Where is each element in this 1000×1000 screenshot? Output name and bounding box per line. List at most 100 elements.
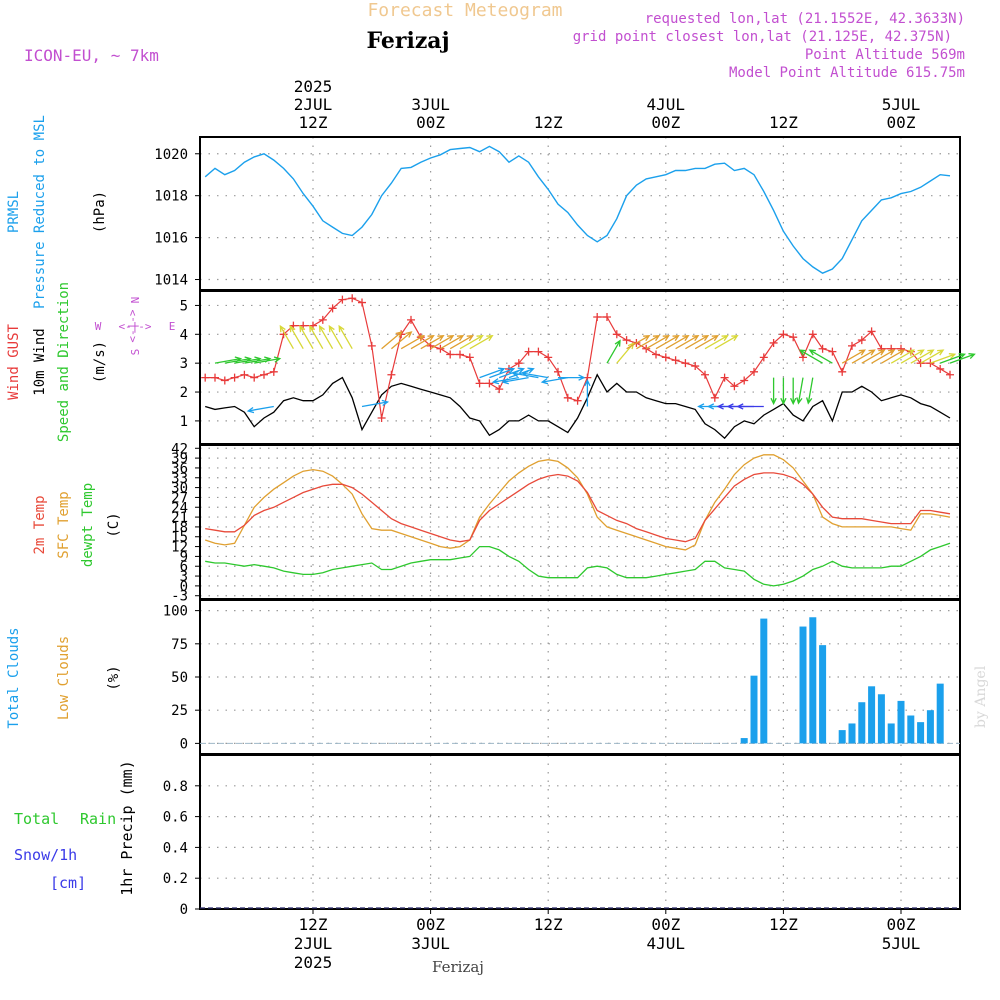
time-label-top: 4JUL bbox=[647, 95, 686, 114]
y-tick-label: 1 bbox=[180, 414, 188, 430]
cloud-bar bbox=[848, 723, 856, 744]
y-tick-label: 9 bbox=[180, 549, 188, 565]
sfc-temp-line bbox=[204, 454, 951, 551]
cloud-bar bbox=[740, 738, 748, 744]
legend-snow: Snow/1h bbox=[14, 846, 77, 864]
cloud-bar bbox=[907, 715, 915, 744]
cloud-bar bbox=[838, 730, 846, 744]
cloud-bar bbox=[799, 626, 807, 744]
gust-marker bbox=[720, 373, 729, 382]
gust-marker bbox=[759, 353, 768, 362]
gust-marker bbox=[495, 385, 504, 394]
cloud-bar bbox=[887, 723, 895, 744]
wind-direction-arrow bbox=[440, 334, 465, 350]
wind-direction-arrow bbox=[318, 324, 334, 350]
gust-marker bbox=[269, 367, 278, 376]
y-tick-label: 75 bbox=[171, 637, 188, 653]
wind-direction-arrow bbox=[299, 324, 314, 350]
wind-direction-arrow bbox=[361, 399, 390, 408]
gust-marker bbox=[573, 396, 582, 405]
wind-direction-arrow bbox=[400, 334, 426, 350]
y-tick-label: 27 bbox=[171, 490, 188, 506]
wind-direction-arrow bbox=[780, 377, 787, 406]
time-label-top: 3JUL bbox=[411, 95, 450, 114]
cloud-bar bbox=[750, 675, 758, 744]
wind-direction-arrow bbox=[704, 334, 729, 350]
gust-marker bbox=[220, 376, 229, 385]
y-axis-label: (%) bbox=[106, 665, 122, 690]
wind-direction-arrow bbox=[714, 334, 739, 350]
cloud-bar bbox=[917, 722, 925, 744]
y-axis-label: (hPa) bbox=[92, 191, 108, 233]
gust-marker bbox=[818, 344, 827, 353]
cloud-bar bbox=[858, 702, 866, 744]
2m-temp-line bbox=[205, 472, 951, 543]
wind-direction-arrow bbox=[694, 334, 720, 350]
time-label-bottom: 12Z bbox=[299, 915, 328, 934]
gust-marker bbox=[250, 373, 259, 382]
wind-direction-arrow bbox=[459, 334, 484, 350]
y-tick-label: 0 bbox=[180, 736, 188, 752]
y-axis-label: Pressure Reduced to MSL bbox=[32, 115, 48, 309]
y-tick-label: 2 bbox=[180, 385, 188, 401]
y-axis-label: Low Clouds bbox=[56, 636, 72, 720]
y-tick-label: 39 bbox=[171, 451, 188, 467]
gust-marker bbox=[769, 338, 778, 347]
clouds-panel: 0 25 50 75 100 Total Clouds Low Clouds (%) bbox=[6, 599, 961, 755]
gust-marker bbox=[318, 315, 327, 324]
wind-direction-legend: N S W E <-|-> <-|-> bbox=[95, 297, 176, 356]
y-tick-label: 0.4 bbox=[163, 840, 188, 856]
wind-direction-arrow bbox=[606, 339, 621, 364]
cloud-bar bbox=[760, 618, 768, 744]
wind-direction-arrow bbox=[665, 334, 690, 350]
panel-frame bbox=[199, 136, 961, 291]
gust-marker bbox=[475, 379, 484, 388]
y-tick-label: 0.8 bbox=[163, 779, 188, 795]
panel-frame bbox=[199, 754, 961, 910]
wind-direction-arrow bbox=[890, 349, 916, 364]
gust-marker bbox=[828, 347, 837, 356]
y-axis-label: (m/s) bbox=[92, 341, 108, 383]
y-tick-label: 100 bbox=[163, 604, 188, 620]
gust-marker bbox=[348, 294, 357, 303]
y-tick-label: 4 bbox=[180, 327, 188, 343]
wind-direction-arrow bbox=[390, 331, 413, 350]
wind-direction-arrow bbox=[279, 324, 294, 350]
y-tick-label: 0.6 bbox=[163, 810, 188, 826]
y-tick-label: 1020 bbox=[154, 147, 188, 163]
model-name: ICON-EU, ~ 7km bbox=[24, 46, 159, 65]
y-axis-label: Total Clouds bbox=[6, 627, 22, 728]
gust-marker bbox=[789, 333, 798, 342]
wind-direction-arrow bbox=[498, 367, 526, 379]
wind-direction-arrow bbox=[508, 367, 535, 379]
gust-marker bbox=[456, 350, 464, 359]
y-tick-label: 0 bbox=[180, 579, 188, 595]
time-label-bottom: 12Z bbox=[534, 915, 563, 934]
wind-direction-arrow bbox=[790, 377, 797, 406]
wind-direction-arrow bbox=[645, 334, 671, 350]
y-tick-label: 1016 bbox=[154, 231, 188, 247]
time-label-bottom: 3JUL bbox=[411, 934, 450, 953]
gust-marker bbox=[730, 382, 739, 391]
time-label-top: 12Z bbox=[299, 113, 328, 132]
y-tick-label: 50 bbox=[171, 670, 188, 686]
gust-marker bbox=[867, 327, 876, 336]
y-tick-label: 42 bbox=[171, 441, 188, 457]
time-label-top: 00Z bbox=[651, 113, 680, 132]
y-axis-label: PRMSL bbox=[6, 191, 22, 233]
time-label-top: 5JUL bbox=[882, 95, 921, 114]
wind-direction-arrow bbox=[930, 353, 957, 364]
legend-ns-arrows: <-|-> bbox=[126, 309, 139, 342]
y-axis-label: Speed and Direction bbox=[56, 282, 72, 442]
gust-marker bbox=[544, 353, 553, 362]
precip-panel: 0 0.2 0.4 0.6 0.8 1hr Precip (mm) Total RainSno… bbox=[14, 754, 961, 918]
y-axis-label: SFC Temp bbox=[56, 491, 72, 558]
time-label-bottom: 5JUL bbox=[882, 934, 921, 953]
gust-marker bbox=[838, 367, 847, 376]
wind-direction-arrow bbox=[910, 349, 935, 364]
wind-direction-arrow bbox=[939, 353, 967, 364]
wind-direction-arrow bbox=[254, 356, 282, 364]
wind-direction-arrow bbox=[770, 377, 777, 406]
